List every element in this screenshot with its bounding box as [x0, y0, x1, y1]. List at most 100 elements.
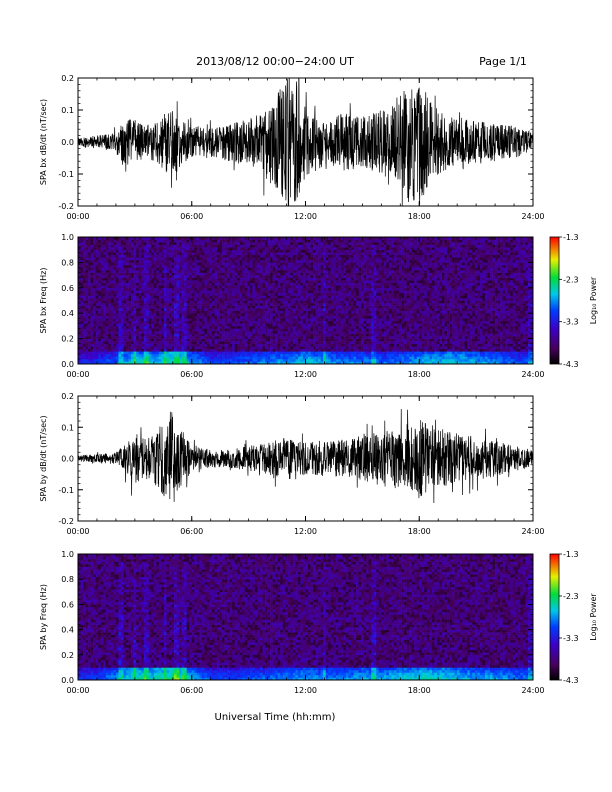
heatmap-cell	[270, 280, 273, 284]
heatmap-cell	[302, 308, 306, 311]
heatmap-cell	[297, 353, 301, 357]
heatmap-cell	[120, 341, 124, 344]
heatmap-cell	[83, 358, 86, 362]
heatmap-cell	[244, 247, 248, 250]
heatmap-cell	[302, 346, 306, 350]
heatmap-cell	[115, 330, 119, 334]
heatmap-cell	[302, 282, 306, 286]
heatmap-cell	[105, 254, 109, 258]
heatmap-cell	[224, 277, 228, 281]
heatmap-cell	[194, 305, 198, 309]
heatmap-cell	[247, 305, 251, 309]
heatmap-cell	[209, 310, 213, 314]
heatmap-cell	[158, 287, 162, 291]
heatmap-cell	[267, 313, 271, 317]
heatmap-cell	[100, 323, 104, 327]
heatmap-cell	[222, 323, 225, 327]
heatmap-cell	[113, 259, 117, 263]
heatmap-cell	[270, 303, 273, 306]
heatmap-cell	[136, 300, 139, 304]
heatmap-cell	[280, 252, 284, 256]
heatmap-cell	[166, 244, 170, 248]
heatmap-cell	[244, 259, 248, 263]
heatmap-cell	[90, 300, 94, 304]
heatmap-cell	[234, 361, 238, 365]
heatmap-cell	[93, 318, 96, 322]
heatmap-cell	[297, 287, 301, 291]
heatmap-cell	[156, 237, 160, 240]
heatmap-cell	[275, 237, 278, 240]
heatmap-cell	[128, 295, 132, 299]
heatmap-cell	[305, 272, 309, 276]
heatmap-cell	[308, 338, 311, 342]
heatmap-cell	[78, 323, 81, 327]
heatmap-cell	[189, 277, 193, 281]
heatmap-cell	[176, 295, 180, 299]
heatmap-cell	[153, 254, 157, 258]
heatmap-cell	[292, 308, 296, 311]
heatmap-cell	[161, 257, 165, 261]
heatmap-cell	[194, 242, 198, 245]
heatmap-cell	[242, 297, 246, 301]
heatmap-cell	[138, 318, 142, 322]
heatmap-cell	[128, 297, 132, 301]
heatmap-cell	[204, 292, 208, 296]
heatmap-cell	[209, 330, 213, 334]
heatmap-cell	[237, 320, 241, 324]
heatmap-cell	[252, 325, 256, 329]
heatmap-cell	[211, 346, 215, 350]
heatmap-cell	[315, 252, 319, 256]
heatmap-cell	[254, 305, 258, 309]
heatmap-cell	[224, 254, 228, 258]
heatmap-cell	[249, 295, 253, 299]
heatmap-cell	[310, 325, 314, 329]
heatmap-cell	[141, 290, 145, 294]
heatmap-cell	[181, 348, 185, 352]
heatmap-cell	[227, 242, 230, 245]
heatmap-cell	[141, 318, 145, 322]
heatmap-cell	[292, 292, 296, 296]
heatmap-cell	[308, 264, 311, 268]
heatmap-cell	[138, 237, 142, 240]
heatmap-cell	[242, 348, 246, 352]
heatmap-cell	[120, 297, 124, 301]
heatmap-cell	[295, 249, 299, 253]
heatmap-cell	[244, 285, 248, 289]
heatmap-cell	[260, 259, 263, 263]
heatmap-cell	[280, 262, 284, 266]
heatmap-cell	[285, 292, 289, 296]
heatmap-cell	[128, 285, 132, 289]
heatmap-cell	[254, 262, 258, 266]
heatmap-cell	[242, 292, 246, 296]
heatmap-cell	[282, 297, 286, 301]
heatmap-cell	[219, 318, 223, 322]
heatmap-cell	[211, 257, 215, 261]
heatmap-cell	[254, 348, 258, 352]
heatmap-cell	[257, 315, 261, 319]
heatmap-cell	[310, 333, 314, 337]
heatmap-cell	[103, 300, 107, 304]
heatmap-cell	[260, 310, 263, 314]
heatmap-cell	[270, 287, 273, 291]
heatmap-cell	[146, 338, 150, 342]
heatmap-cell	[186, 262, 190, 266]
heatmap-cell	[128, 275, 132, 278]
heatmap-cell	[239, 267, 243, 271]
heatmap-cell	[234, 313, 238, 317]
heatmap-cell	[201, 361, 205, 365]
heatmap-cell	[305, 333, 309, 337]
heatmap-cell	[136, 353, 139, 357]
heatmap-cell	[267, 295, 271, 299]
heatmap-cell	[100, 336, 104, 339]
heatmap-cell	[189, 315, 193, 319]
heatmap-cell	[300, 323, 304, 327]
heatmap-cell	[80, 257, 84, 261]
heatmap-cell	[146, 290, 150, 294]
heatmap-cell	[118, 315, 122, 319]
heatmap-cell	[158, 358, 162, 362]
heatmap-cell	[194, 282, 198, 286]
heatmap-cell	[227, 292, 230, 296]
heatmap-cell	[128, 338, 132, 342]
heatmap-cell	[249, 351, 253, 355]
heatmap-cell	[128, 305, 132, 309]
